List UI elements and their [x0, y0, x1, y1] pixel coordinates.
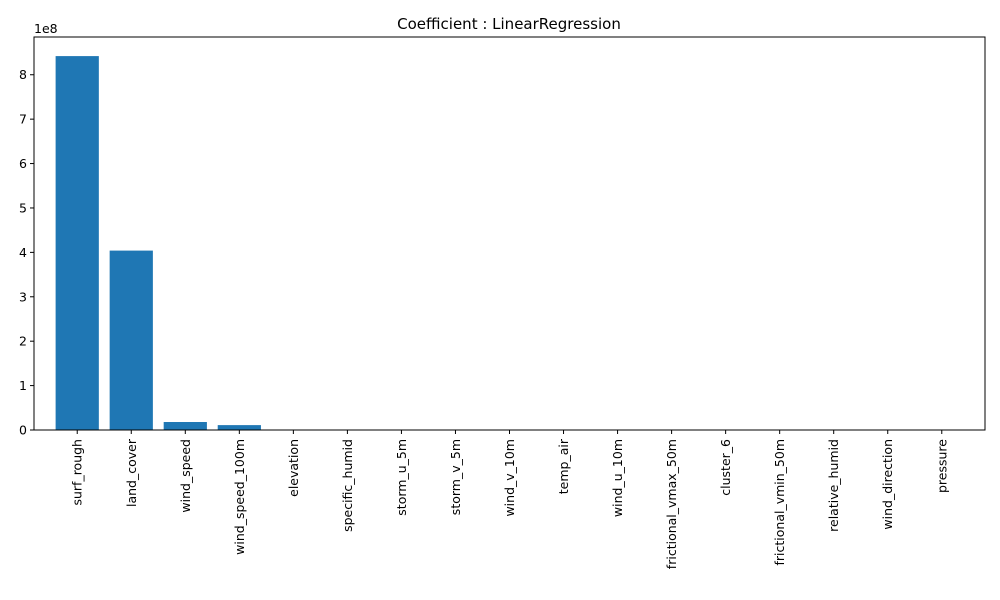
x-tick-label-surf_rough: surf_rough [70, 439, 85, 506]
y-tick-label: 5 [19, 200, 27, 215]
plot-frame [33, 36, 986, 431]
y-tick-label: 4 [19, 245, 27, 260]
x-tick-label-relative_humid: relative_humid [826, 439, 841, 532]
bars-group [55, 56, 261, 431]
chart-title: Coefficient : LinearRegression [397, 15, 621, 33]
x-tick-label-wind_v_10m: wind_v_10m [502, 439, 517, 517]
x-tick-label-wind_speed_100m: wind_speed_100m [232, 439, 247, 555]
bar-land_cover [109, 250, 153, 430]
x-tick-label-specific_humid: specific_humid [340, 439, 355, 532]
y-tick-label: 3 [19, 289, 27, 304]
y-tick-label: 2 [19, 334, 27, 349]
bar-surf_rough [55, 56, 99, 431]
y-tick-label: 0 [19, 423, 27, 438]
bar-wind_speed [163, 422, 207, 430]
x-axis-ticks: surf_rough land_cover wind_speed wind_speed… [70, 430, 949, 569]
y-tick-label: 8 [19, 67, 27, 82]
x-tick-label-storm_u_5m: storm_u_5m [394, 439, 409, 516]
y-axis-scale-label: 1e8 [34, 21, 58, 36]
y-axis-ticks: 0 1 2 3 4 5 6 7 8 [19, 67, 34, 438]
y-tick-label: 1 [19, 378, 27, 393]
x-tick-label-pressure: pressure [934, 439, 949, 493]
y-tick-label: 6 [19, 156, 27, 171]
x-tick-label-wind_direction: wind_direction [880, 439, 895, 530]
x-tick-label-wind_speed: wind_speed [178, 439, 193, 513]
x-tick-label-storm_v_5m: storm_v_5m [448, 439, 463, 515]
x-tick-label-frictional_vmax_50m: frictional_vmax_50m [664, 439, 679, 569]
x-tick-label-frictional_vmin_50m: frictional_vmin_50m [772, 439, 787, 566]
bar-wind_speed_100m [217, 425, 261, 430]
x-tick-label-wind_u_10m: wind_u_10m [610, 439, 625, 517]
x-tick-label-land_cover: land_cover [124, 438, 139, 507]
x-tick-label-elevation: elevation [286, 439, 301, 497]
x-tick-label-cluster_6: cluster_6 [718, 439, 733, 496]
x-tick-label-temp_air: temp_air [556, 438, 571, 494]
y-tick-label: 7 [19, 112, 27, 127]
